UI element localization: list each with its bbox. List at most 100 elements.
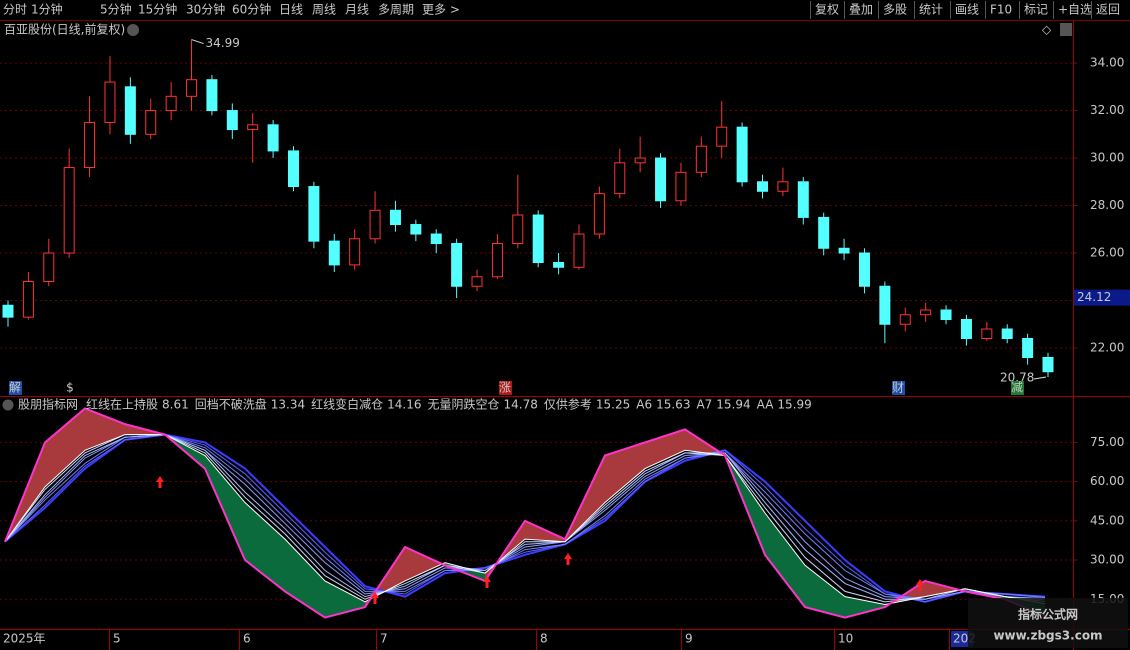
indicator-line	[4, 434, 1046, 603]
event-marker-box[interactable]	[1011, 381, 1024, 395]
y-tick-label: 30.00	[1090, 151, 1124, 165]
x-tick-label: 2025年	[3, 632, 46, 646]
x-label-highlight	[951, 631, 973, 647]
legend-name: 回档不破洗盘	[195, 397, 267, 412]
toolbar-button[interactable]: 叠加	[849, 3, 873, 17]
x-tick-label: 6	[243, 632, 251, 646]
legend-name: A7	[696, 398, 712, 412]
indicator-line	[4, 433, 1046, 603]
toolbar-tab[interactable]: 60分钟	[232, 2, 271, 17]
candle-body	[879, 285, 891, 325]
y-tick-label: 45.00	[1090, 513, 1124, 527]
signal-arrow	[156, 476, 164, 488]
event-marker-box[interactable]	[499, 381, 512, 395]
candle-body	[655, 157, 667, 202]
diamond-icon[interactable]: ◇	[1042, 23, 1052, 37]
candle-body	[512, 214, 524, 245]
candle-body	[1001, 328, 1013, 339]
candle-body	[247, 124, 259, 131]
event-marker-box[interactable]	[9, 381, 22, 395]
legend-name: 红线变白减仓	[311, 397, 383, 412]
candle-body	[369, 209, 381, 240]
event-marker[interactable]: 涨	[499, 380, 511, 395]
toolbar-button[interactable]: 统计	[919, 3, 943, 17]
y-tick-label: 34.00	[1090, 56, 1124, 70]
title-icon[interactable]	[127, 24, 139, 36]
candle-body	[593, 193, 605, 235]
candle-body	[634, 157, 646, 164]
toolbar-button[interactable]: 画线	[955, 3, 979, 17]
toolbar-button[interactable]: 多股	[883, 3, 907, 17]
low-pointer	[1033, 376, 1047, 380]
toolbar-tab[interactable]: 30分钟	[186, 2, 225, 17]
candle-body	[430, 233, 442, 245]
candle-body	[614, 162, 626, 195]
candle-body	[22, 281, 34, 318]
event-marker[interactable]: 减	[1011, 381, 1023, 395]
candle-body	[532, 214, 544, 264]
candle-body	[308, 186, 320, 242]
scroll-icon[interactable]	[1060, 23, 1072, 36]
toolbar-tab[interactable]: 周线	[312, 3, 336, 17]
candle-body	[899, 314, 911, 325]
indicator-line	[4, 434, 1046, 605]
x-tick-label: 8	[540, 632, 548, 646]
toolbar-tab[interactable]: 月线	[345, 3, 369, 17]
legend-name: 仅供参考	[544, 397, 592, 412]
toolbar-button[interactable]: F10	[990, 3, 1012, 17]
high-label: 34.99	[206, 36, 240, 50]
candle-body	[940, 309, 952, 320]
signal-arrow	[564, 553, 572, 565]
candle-body	[1042, 356, 1054, 373]
indicator-icon[interactable]	[2, 399, 14, 411]
candle-body	[716, 126, 728, 147]
signal-arrow	[371, 592, 379, 604]
legend-value: 14.78	[504, 398, 538, 412]
candle-body	[328, 240, 340, 266]
toolbar-tab[interactable]: 更多 >	[422, 3, 460, 17]
low-label: 20.78	[1000, 370, 1034, 384]
legend-value: 15.25	[596, 398, 630, 412]
candle-body	[226, 110, 238, 131]
watermark-title: 指标公式网	[1018, 607, 1078, 622]
y-tick-label: 22.00	[1090, 340, 1124, 354]
toolbar-tab[interactable]: 1分钟	[31, 2, 63, 17]
legend-value: 13.34	[271, 398, 305, 412]
toolbar-button[interactable]: 返回	[1096, 3, 1120, 17]
toolbar-tab[interactable]: 分时	[3, 3, 27, 17]
legend-name: 红线在上持股	[86, 397, 158, 412]
toolbar-tab[interactable]: 多周期	[378, 3, 414, 17]
indicator-fill	[605, 442, 645, 503]
toolbar-tab[interactable]: 日线	[279, 3, 303, 17]
candle-body	[736, 126, 748, 183]
indicator-line	[4, 407, 1046, 619]
event-marker-box[interactable]	[892, 381, 905, 395]
event-marker[interactable]: 财	[892, 381, 904, 395]
toolbar-tab[interactable]: 15分钟	[138, 2, 177, 17]
toolbar-button[interactable]: 复权	[815, 3, 839, 17]
candle-body	[858, 252, 870, 287]
event-marker[interactable]: 解	[9, 381, 21, 395]
candle-body	[84, 121, 96, 169]
legend-name: A6	[636, 398, 652, 412]
indicator-fill	[205, 455, 245, 561]
indicator-fill	[45, 408, 85, 487]
toolbar-button[interactable]: +自选	[1058, 3, 1092, 17]
indicator-fill	[325, 580, 365, 618]
candle-body	[389, 209, 401, 226]
x-tick-label: 9	[685, 632, 693, 646]
legend-value: 15.63	[656, 398, 690, 412]
event-marker[interactable]: $	[66, 381, 74, 395]
toolbar-tab[interactable]: 5分钟	[100, 2, 132, 17]
y-tick-label: 30.00	[1090, 553, 1124, 567]
toolbar-button[interactable]: 标记	[1024, 3, 1048, 17]
legend-name: AA	[757, 398, 775, 412]
legend-name: 无量阴跌空仓	[428, 397, 500, 412]
current-price-label: 24.12	[1077, 290, 1111, 304]
chart-title: 百亚股份(日线,前复权)	[4, 22, 125, 37]
candle-body	[2, 304, 14, 318]
x-tick-label: 7	[380, 632, 388, 646]
indicator-fill	[85, 408, 125, 451]
